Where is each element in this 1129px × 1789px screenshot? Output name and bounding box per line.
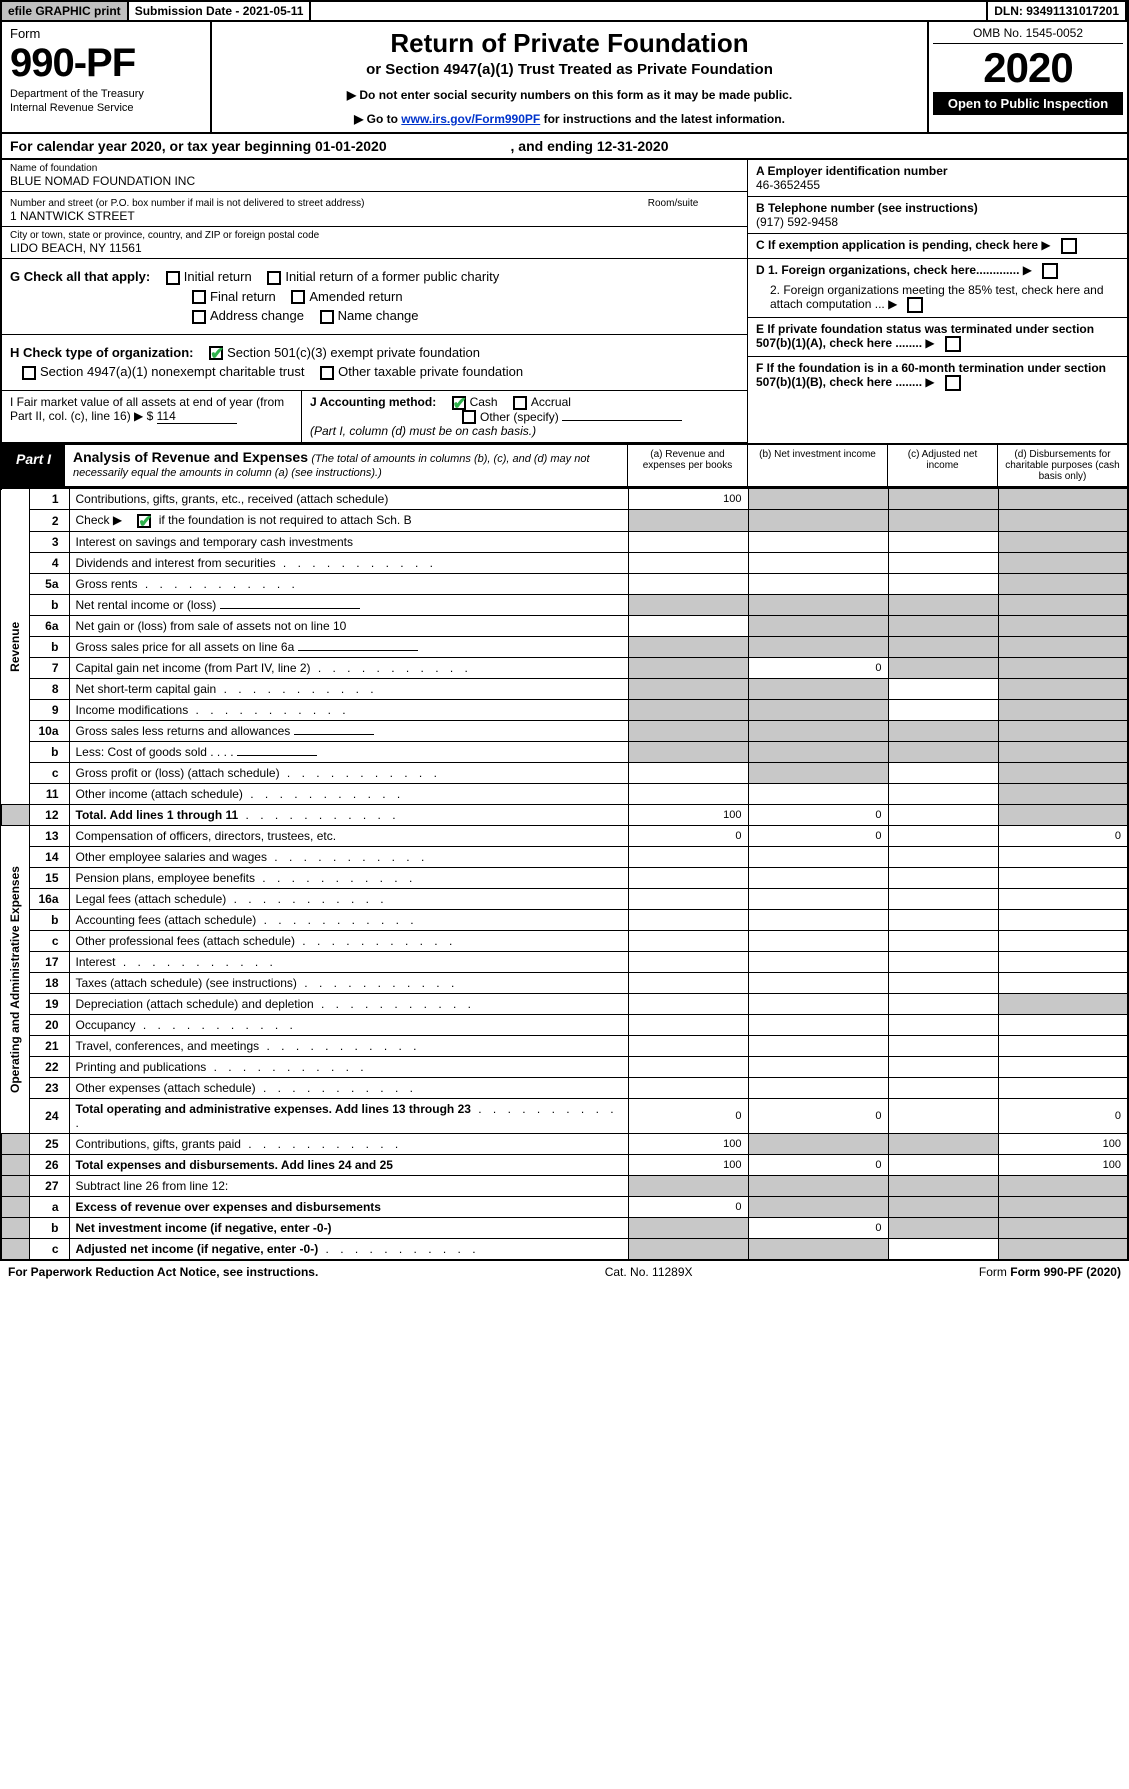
irs-link[interactable]: www.irs.gov/Form990PF: [401, 112, 540, 126]
section-h: H Check type of organization: Section 50…: [2, 335, 747, 391]
instr-2: ▶ Go to www.irs.gov/Form990PF for instru…: [220, 112, 919, 126]
cat-no: Cat. No. 11289X: [605, 1265, 693, 1279]
form-title: Return of Private Foundation: [220, 28, 919, 59]
form-number: 990-PF: [10, 41, 202, 86]
501c3-cb[interactable]: [209, 346, 223, 360]
initial-public-cb[interactable]: [267, 271, 281, 285]
final-return-cb[interactable]: [192, 290, 206, 304]
open-public: Open to Public Inspection: [933, 92, 1123, 115]
name-change-cb[interactable]: [320, 310, 334, 324]
info-right: A Employer identification number 46-3652…: [747, 160, 1127, 443]
section-d: D 1. Foreign organizations, check here..…: [748, 259, 1127, 318]
omb-number: OMB No. 1545-0052: [933, 26, 1123, 44]
part1-header: Part I Analysis of Revenue and Expenses …: [0, 445, 1129, 488]
other-method-cb[interactable]: [462, 410, 476, 424]
col-a-head: (a) Revenue and expenses per books: [627, 445, 747, 486]
accrual-cb[interactable]: [513, 396, 527, 410]
col-c-head: (c) Adjusted net income: [887, 445, 997, 486]
page-footer: For Paperwork Reduction Act Notice, see …: [0, 1261, 1129, 1283]
schb-cb[interactable]: [137, 514, 151, 528]
expenses-label: Operating and Administrative Expenses: [1, 826, 29, 1134]
address-row: Number and street (or P.O. box number if…: [2, 192, 747, 227]
col-d-head: (d) Disbursements for charitable purpose…: [997, 445, 1127, 486]
col-b-head: (b) Net investment income: [747, 445, 887, 486]
fmv-value: 114: [157, 409, 237, 424]
header-mid: Return of Private Foundation or Section …: [212, 22, 927, 132]
section-e: E If private foundation status was termi…: [748, 318, 1127, 357]
paperwork-notice: For Paperwork Reduction Act Notice, see …: [8, 1265, 318, 1279]
instr-1: ▶ Do not enter social security numbers o…: [220, 88, 919, 102]
amended-return-cb[interactable]: [291, 290, 305, 304]
part1-table: Revenue 1Contributions, gifts, grants, e…: [0, 488, 1129, 1261]
dept-line1: Department of the Treasury: [10, 88, 202, 100]
phone-row: B Telephone number (see instructions) (9…: [748, 197, 1127, 234]
submission-date: Submission Date - 2021-05-11: [129, 2, 312, 20]
initial-return-cb[interactable]: [166, 271, 180, 285]
section-f: F If the foundation is in a 60-month ter…: [748, 357, 1127, 395]
e-checkbox[interactable]: [945, 336, 961, 352]
foundation-name-row: Name of foundation BLUE NOMAD FOUNDATION…: [2, 160, 747, 192]
tax-year: 2020: [933, 44, 1123, 92]
form-header: Form 990-PF Department of the Treasury I…: [0, 22, 1129, 134]
revenue-label: Revenue: [1, 489, 29, 805]
part1-label: Part I: [2, 445, 65, 486]
part1-desc: Analysis of Revenue and Expenses (The to…: [65, 445, 627, 486]
section-g: G Check all that apply: Initial return I…: [2, 259, 747, 335]
city-row: City or town, state or province, country…: [2, 227, 747, 259]
efile-label: efile GRAPHIC print: [2, 2, 129, 20]
calendar-year-row: For calendar year 2020, or tax year begi…: [0, 134, 1129, 160]
section-i: I Fair market value of all assets at end…: [2, 391, 302, 443]
top-bar: efile GRAPHIC print Submission Date - 20…: [0, 0, 1129, 22]
c-checkbox[interactable]: [1061, 238, 1077, 254]
header-right: OMB No. 1545-0052 2020 Open to Public In…: [927, 22, 1127, 132]
header-left: Form 990-PF Department of the Treasury I…: [2, 22, 212, 132]
section-c: C If exemption application is pending, c…: [748, 234, 1127, 259]
ein-row: A Employer identification number 46-3652…: [748, 160, 1127, 197]
info-left: Name of foundation BLUE NOMAD FOUNDATION…: [2, 160, 747, 443]
form-word: Form: [10, 26, 202, 41]
dln: DLN: 93491131017201: [986, 2, 1127, 20]
dept-line2: Internal Revenue Service: [10, 102, 202, 114]
address-change-cb[interactable]: [192, 310, 206, 324]
form-ref: Form Form 990-PF (2020): [979, 1265, 1121, 1279]
d2-checkbox[interactable]: [907, 297, 923, 313]
form-subtitle: or Section 4947(a)(1) Trust Treated as P…: [220, 61, 919, 78]
cash-cb[interactable]: [452, 396, 466, 410]
f-checkbox[interactable]: [945, 375, 961, 391]
4947-cb[interactable]: [22, 366, 36, 380]
info-grid: Name of foundation BLUE NOMAD FOUNDATION…: [0, 160, 1129, 445]
d1-checkbox[interactable]: [1042, 263, 1058, 279]
other-taxable-cb[interactable]: [320, 366, 334, 380]
sections-i-j: I Fair market value of all assets at end…: [2, 391, 747, 444]
section-j: J Accounting method: Cash Accrual Other …: [302, 391, 747, 443]
